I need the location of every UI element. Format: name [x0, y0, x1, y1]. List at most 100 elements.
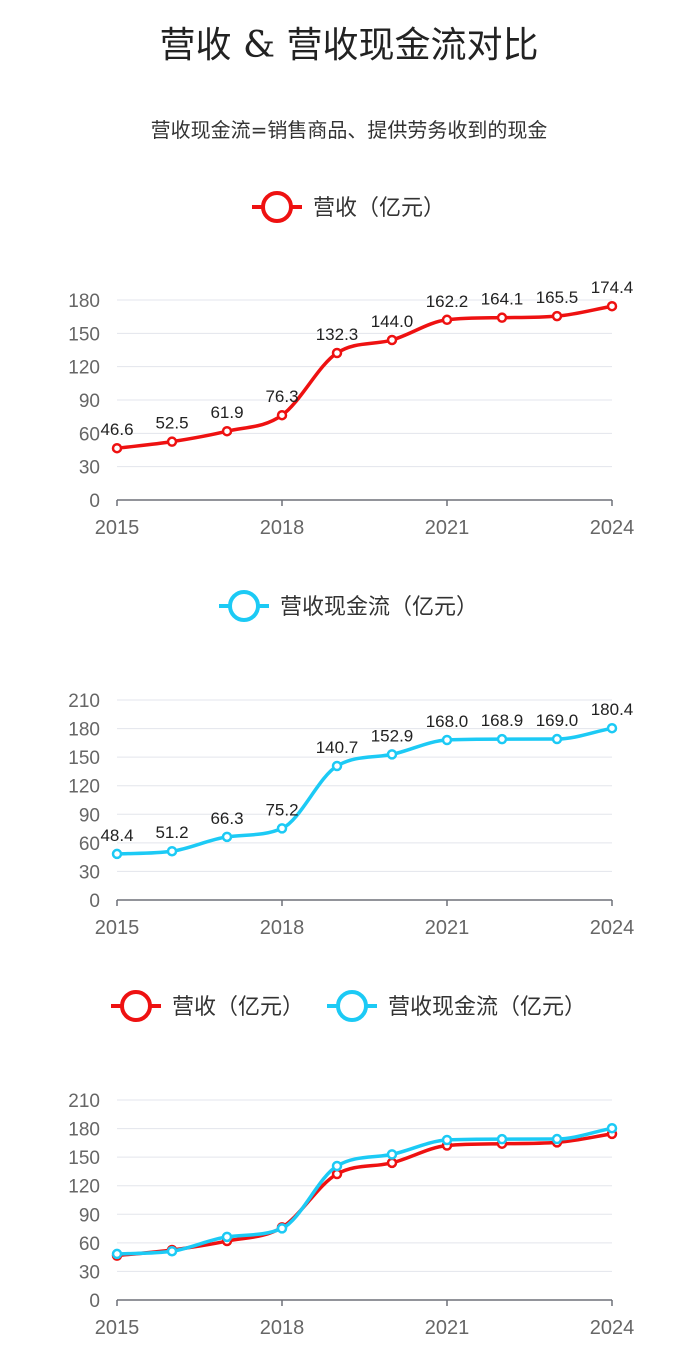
data-label: 165.5	[536, 288, 579, 307]
x-tick-label: 2024	[590, 1317, 635, 1339]
y-tick-label: 180	[68, 1120, 100, 1141]
data-label: 140.7	[316, 738, 359, 757]
data-label: 168.0	[426, 712, 469, 731]
data-label: 52.5	[155, 414, 188, 433]
y-tick-label: 120	[68, 777, 100, 798]
y-tick-label: 30	[79, 862, 100, 883]
data-point	[276, 823, 288, 834]
data-point	[166, 845, 178, 857]
data-point	[496, 733, 508, 745]
comparison-line-chart: 营收（亿元） 营收现金流（亿元） 0 30 60 90 120 150 180 210 2015 20…	[68, 990, 635, 1339]
series-line-0	[116, 1132, 613, 1258]
revenue-line-chart: 营收（亿元） 0 30 60 90 120 150 180 2015 2018 2021 2024 46…	[68, 191, 635, 539]
legend-label-0: 营收（亿元）	[313, 196, 445, 221]
legend-marker-0	[228, 590, 260, 622]
x-tick-label: 2015	[95, 517, 140, 539]
y-tick-label: 180	[68, 720, 100, 741]
data-point	[606, 300, 618, 312]
y-tick-label: 0	[89, 891, 100, 912]
data-point	[551, 733, 563, 745]
data-label: 51.2	[155, 823, 188, 842]
x-tick-label: 2018	[260, 1317, 305, 1339]
data-point	[441, 1134, 453, 1146]
y-tick-label: 150	[68, 1148, 100, 1169]
data-point	[276, 1223, 288, 1234]
x-tick-label: 2018	[260, 917, 305, 939]
series-line-1	[116, 1126, 613, 1256]
data-point	[221, 831, 233, 843]
chart-legend: 营收现金流（亿元）	[219, 590, 478, 622]
data-point	[386, 1149, 398, 1160]
y-tick-label: 180	[68, 291, 100, 312]
page-subtitle: 营收现金流=销售商品、提供劳务收到的现金	[150, 118, 548, 142]
data-point	[221, 425, 233, 437]
x-tick-label: 2024	[590, 917, 635, 939]
series-line-0	[116, 304, 613, 450]
data-point	[111, 1248, 123, 1260]
chart-legend: 营收（亿元） 营收现金流（亿元）	[111, 990, 586, 1022]
legend-marker-1	[336, 990, 368, 1022]
data-label: 144.0	[371, 312, 414, 331]
y-tick-label: 120	[68, 358, 100, 379]
y-tick-label: 210	[68, 691, 100, 712]
y-tick-label: 0	[89, 1291, 100, 1312]
x-tick-label: 2021	[425, 517, 470, 539]
data-label: 162.2	[426, 292, 469, 311]
y-tick-label: 120	[68, 1177, 100, 1198]
data-point	[221, 1231, 233, 1243]
y-tick-label: 90	[79, 1205, 100, 1226]
data-label: 132.3	[316, 325, 359, 344]
y-tick-label: 150	[68, 324, 100, 345]
data-label: 75.2	[265, 800, 298, 819]
data-point	[276, 409, 288, 421]
y-tick-label: 90	[79, 805, 100, 826]
y-tick-label: 30	[79, 458, 100, 479]
x-tick-label: 2018	[260, 517, 305, 539]
data-label: 66.3	[210, 809, 243, 828]
data-point	[496, 312, 508, 323]
legend-label-0: 营收（亿元）	[172, 995, 304, 1020]
data-point	[606, 722, 618, 734]
data-label: 48.4	[100, 826, 133, 845]
series-line-0	[116, 726, 613, 856]
y-tick-label: 60	[79, 424, 100, 445]
data-label: 164.1	[481, 290, 524, 309]
data-point	[331, 1160, 343, 1172]
y-tick-label: 30	[79, 1262, 100, 1283]
data-point	[386, 749, 398, 760]
data-point	[606, 1122, 618, 1134]
x-tick-label: 2024	[590, 517, 635, 539]
y-tick-label: 210	[68, 1091, 100, 1112]
data-point	[166, 1245, 178, 1257]
y-tick-label: 0	[89, 491, 100, 512]
y-tick-label: 150	[68, 748, 100, 769]
data-point	[386, 334, 398, 346]
legend-marker-0	[120, 990, 152, 1022]
y-tick-label: 60	[79, 834, 100, 855]
data-label: 180.4	[591, 700, 634, 719]
data-point	[551, 310, 563, 322]
data-point	[441, 734, 453, 746]
data-label: 152.9	[371, 726, 414, 745]
data-label: 168.9	[481, 711, 524, 730]
x-tick-label: 2015	[95, 1317, 140, 1339]
page-title: 营收 & 营收现金流对比	[159, 25, 539, 66]
data-point	[111, 848, 123, 860]
data-point	[111, 442, 123, 454]
data-label: 169.0	[536, 711, 579, 730]
x-tick-label: 2015	[95, 917, 140, 939]
data-point	[331, 760, 343, 772]
y-tick-label: 60	[79, 1234, 100, 1255]
data-label: 174.4	[591, 278, 634, 297]
data-point	[496, 1133, 508, 1145]
data-point	[386, 1157, 398, 1169]
data-label: 76.3	[265, 387, 298, 406]
chart-legend: 营收（亿元）	[252, 191, 445, 223]
data-point	[551, 1133, 563, 1145]
legend-label-0: 营收现金流（亿元）	[280, 595, 478, 620]
cashflow-line-chart: 营收现金流（亿元） 0 30 60 90 120 150 180 210 2015 2018 2021…	[68, 590, 635, 939]
x-tick-label: 2021	[425, 917, 470, 939]
data-point	[441, 314, 453, 326]
y-tick-label: 90	[79, 391, 100, 412]
data-point	[331, 347, 343, 359]
